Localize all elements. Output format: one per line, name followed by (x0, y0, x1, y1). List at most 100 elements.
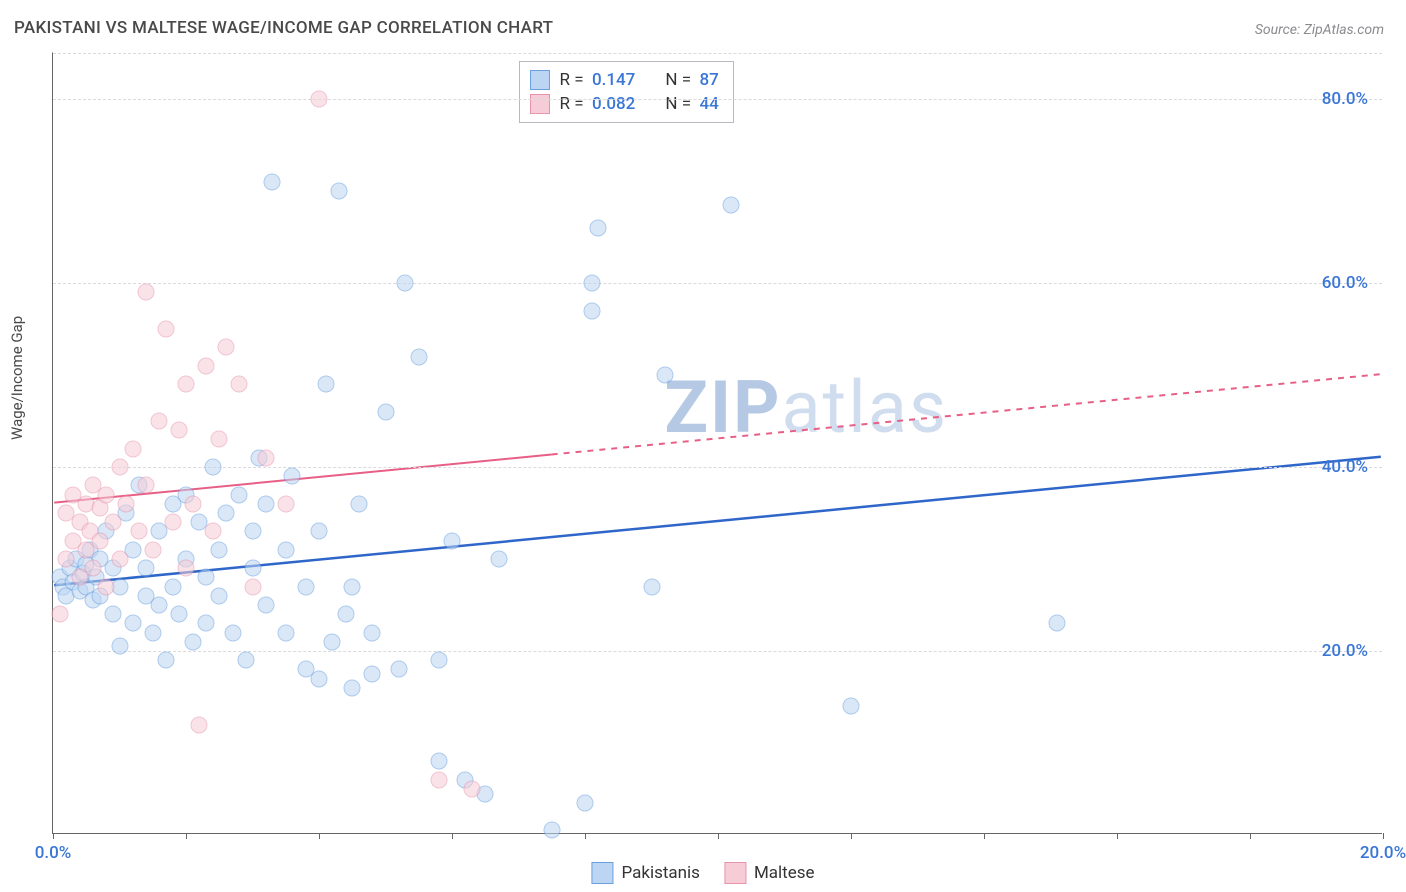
scatter-point (257, 449, 274, 466)
scatter-point (118, 495, 135, 512)
scatter-point (377, 403, 394, 420)
scatter-point (577, 794, 594, 811)
scatter-point (98, 486, 115, 503)
scatter-point (58, 551, 75, 568)
scatter-point (144, 541, 161, 558)
scatter-point (211, 541, 228, 558)
scatter-point (311, 523, 328, 540)
scatter-point (277, 541, 294, 558)
n-stat: N = 44 (665, 94, 718, 114)
scatter-point (1049, 615, 1066, 632)
scatter-point (656, 367, 673, 384)
scatter-point (164, 514, 181, 531)
scatter-point (111, 638, 128, 655)
legend-swatch (724, 862, 746, 884)
scatter-point (138, 284, 155, 301)
source-label: Source: ZipAtlas.com (1255, 22, 1384, 38)
scatter-point (277, 624, 294, 641)
scatter-point (124, 615, 141, 632)
scatter-point (184, 633, 201, 650)
x-tick-label: 20.0% (1360, 843, 1406, 863)
scatter-point (197, 357, 214, 374)
scatter-point (344, 679, 361, 696)
n-stat: N = 87 (665, 70, 718, 90)
scatter-point (158, 652, 175, 669)
scatter-point (364, 666, 381, 683)
watermark: ZIPatlas (664, 365, 948, 450)
scatter-point (643, 578, 660, 595)
scatter-point (244, 578, 261, 595)
x-tick (718, 833, 719, 839)
scatter-point (138, 560, 155, 577)
scatter-point (104, 514, 121, 531)
legend-item: Maltese (724, 862, 815, 884)
scatter-point (317, 376, 334, 393)
scatter-point (590, 219, 607, 236)
scatter-point (463, 781, 480, 798)
scatter-point (244, 560, 261, 577)
scatter-point (124, 440, 141, 457)
scatter-point (171, 606, 188, 623)
scatter-point (204, 459, 221, 476)
legend-item: Pakistanis (591, 862, 700, 884)
scatter-point (204, 523, 221, 540)
scatter-point (244, 523, 261, 540)
legend-swatch (530, 94, 550, 114)
scatter-point (364, 624, 381, 641)
scatter-point (131, 523, 148, 540)
x-tick (1383, 833, 1384, 839)
scatter-point (297, 578, 314, 595)
scatter-point (543, 822, 560, 839)
stats-row: R = 0.147N = 87 (530, 68, 719, 92)
legend-swatch (530, 70, 550, 90)
scatter-point (257, 597, 274, 614)
legend-label: Pakistanis (621, 863, 700, 883)
scatter-point (111, 551, 128, 568)
scatter-point (311, 91, 328, 108)
legend-swatch (591, 862, 613, 884)
legend-label: Maltese (754, 863, 815, 883)
scatter-point (178, 560, 195, 577)
correlation-stats-box: R = 0.147N = 87R = 0.082 N = 44 (519, 61, 734, 123)
scatter-point (410, 348, 427, 365)
scatter-point (158, 321, 175, 338)
y-tick-label: 20.0% (1322, 641, 1368, 661)
scatter-point (164, 578, 181, 595)
scatter-point (490, 551, 507, 568)
scatter-point (237, 652, 254, 669)
x-tick (585, 833, 586, 839)
x-tick (1250, 833, 1251, 839)
scatter-point (144, 624, 161, 641)
scatter-point (184, 495, 201, 512)
y-tick-label: 60.0% (1322, 273, 1368, 293)
scatter-point (178, 376, 195, 393)
scatter-point (284, 468, 301, 485)
scatter-point (397, 275, 414, 292)
scatter-point (843, 698, 860, 715)
x-tick (851, 833, 852, 839)
y-tick-label: 40.0% (1322, 457, 1368, 477)
r-stat: R = 0.082 (560, 94, 636, 114)
scatter-point (217, 505, 234, 522)
y-axis-label: Wage/Income Gap (8, 316, 26, 440)
scatter-point (91, 532, 108, 549)
scatter-point (98, 578, 115, 595)
scatter-point (231, 376, 248, 393)
x-tick-label: 0.0% (35, 843, 72, 863)
x-tick (186, 833, 187, 839)
scatter-point (330, 183, 347, 200)
gridline-h (53, 467, 1382, 468)
scatter-point (151, 597, 168, 614)
scatter-point (430, 652, 447, 669)
scatter-point (723, 196, 740, 213)
scatter-point (138, 477, 155, 494)
scatter-point (344, 578, 361, 595)
scatter-point (224, 624, 241, 641)
scatter-point (197, 569, 214, 586)
scatter-point (257, 495, 274, 512)
scatter-point (231, 486, 248, 503)
scatter-point (217, 339, 234, 356)
scatter-point (51, 606, 68, 623)
scatter-point (583, 302, 600, 319)
scatter-point (151, 413, 168, 430)
